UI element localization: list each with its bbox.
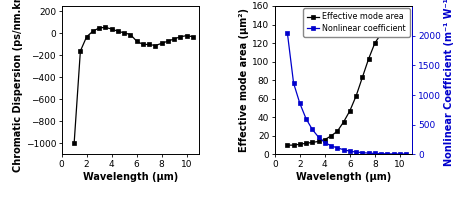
Effective mode area	[397, 23, 403, 26]
Nonlinear coefficient	[297, 102, 303, 105]
X-axis label: Wavelength (μm): Wavelength (μm)	[296, 172, 391, 182]
Nonlinear coefficient	[328, 145, 334, 147]
Effective mode area	[335, 130, 340, 132]
Nonlinear coefficient	[303, 118, 309, 120]
Effective mode area	[310, 141, 315, 144]
Effective mode area	[384, 28, 390, 30]
Effective mode area	[366, 58, 372, 60]
Legend: Effective mode area, Nonlinear coefficient: Effective mode area, Nonlinear coefficie…	[303, 8, 410, 37]
Line: Nonlinear coefficient: Nonlinear coefficient	[286, 31, 408, 156]
Effective mode area	[347, 110, 353, 112]
Nonlinear coefficient	[291, 82, 296, 84]
Nonlinear coefficient	[359, 151, 365, 154]
Nonlinear coefficient	[316, 136, 321, 138]
Line: Effective mode area: Effective mode area	[286, 22, 408, 147]
Effective mode area	[391, 25, 396, 28]
Effective mode area	[297, 143, 303, 145]
Effective mode area	[341, 121, 346, 123]
Nonlinear coefficient	[403, 153, 409, 155]
X-axis label: Wavelength (μm): Wavelength (μm)	[83, 172, 178, 182]
Y-axis label: Effective mode area (μm²): Effective mode area (μm²)	[239, 8, 249, 152]
Effective mode area	[372, 42, 378, 44]
Y-axis label: Nonlinear Coefficient (m⁻¹ W⁻¹): Nonlinear Coefficient (m⁻¹ W⁻¹)	[444, 0, 454, 166]
Nonlinear coefficient	[335, 147, 340, 149]
Nonlinear coefficient	[378, 152, 384, 155]
Nonlinear coefficient	[347, 150, 353, 152]
Nonlinear coefficient	[391, 153, 396, 155]
Nonlinear coefficient	[366, 152, 372, 154]
Effective mode area	[403, 22, 409, 25]
Nonlinear coefficient	[384, 153, 390, 155]
Nonlinear coefficient	[372, 152, 378, 155]
Effective mode area	[303, 142, 309, 145]
Y-axis label: Chromatic Dispersion (ps/nm.km): Chromatic Dispersion (ps/nm.km)	[13, 0, 23, 172]
Nonlinear coefficient	[322, 141, 328, 144]
Effective mode area	[284, 144, 290, 146]
Nonlinear coefficient	[310, 128, 315, 131]
Nonlinear coefficient	[341, 148, 346, 151]
Nonlinear coefficient	[353, 151, 359, 153]
Effective mode area	[359, 76, 365, 79]
Effective mode area	[328, 135, 334, 137]
Nonlinear coefficient	[397, 153, 403, 155]
Effective mode area	[322, 138, 328, 141]
Effective mode area	[378, 33, 384, 35]
Nonlinear coefficient	[284, 31, 290, 34]
Effective mode area	[291, 144, 296, 146]
Effective mode area	[316, 140, 321, 143]
Effective mode area	[353, 95, 359, 97]
